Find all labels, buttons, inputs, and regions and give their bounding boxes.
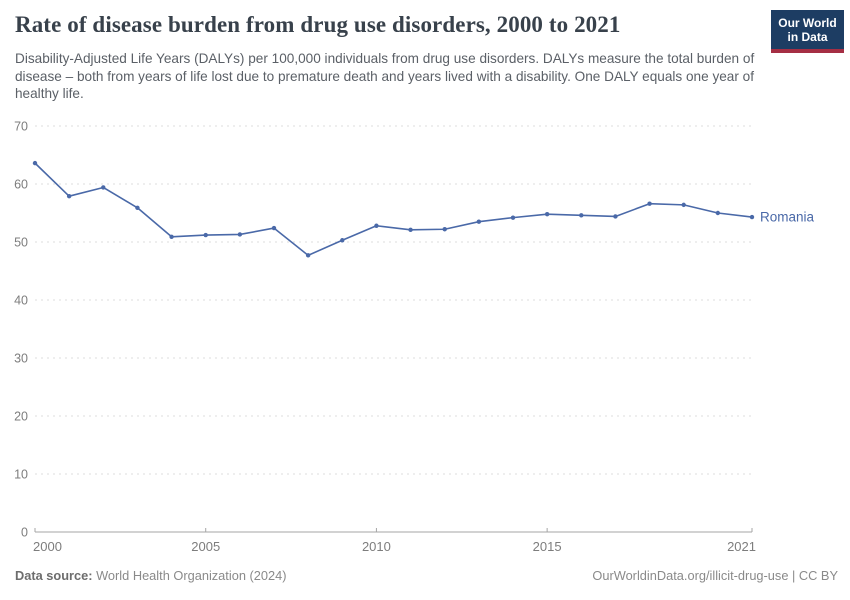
chart-title: Rate of disease burden from drug use dis… <box>15 12 621 37</box>
data-point[interactable] <box>476 219 482 224</box>
data-source-note: Data source: World Health Organization (… <box>15 568 286 583</box>
data-point[interactable] <box>374 223 379 228</box>
x-tick-label: 2021 <box>727 539 756 554</box>
owid-logo[interactable]: Our World in Data <box>771 10 844 53</box>
chart-footer: Data source: World Health Organization (… <box>15 568 838 583</box>
x-tick-label: 2010 <box>362 539 391 554</box>
data-point[interactable] <box>271 225 277 231</box>
data-point[interactable] <box>613 214 618 219</box>
data-point[interactable] <box>681 202 686 208</box>
y-tick-label: 0 <box>21 526 28 540</box>
data-point[interactable] <box>544 211 550 217</box>
x-tick-label: 2015 <box>533 539 562 554</box>
data-point[interactable] <box>715 210 721 216</box>
data-point[interactable] <box>135 205 140 210</box>
data-point[interactable] <box>101 185 106 190</box>
owid-logo-line2: in Data <box>787 30 828 44</box>
data-point[interactable] <box>579 213 584 218</box>
data-point[interactable] <box>66 193 72 199</box>
x-tick-label: 2005 <box>191 539 220 554</box>
data-point[interactable] <box>169 234 174 239</box>
data-point[interactable] <box>749 214 755 220</box>
y-tick-label: 40 <box>14 294 28 308</box>
y-tick-label: 10 <box>14 468 28 482</box>
series-label-romania[interactable]: Romania <box>760 210 815 225</box>
data-point[interactable] <box>237 232 243 237</box>
y-tick-label: 70 <box>14 120 28 134</box>
data-source-value: World Health Organization (2024) <box>92 568 287 583</box>
data-point[interactable] <box>442 227 447 232</box>
y-tick-label: 30 <box>14 352 28 366</box>
data-point[interactable] <box>203 232 208 238</box>
data-point[interactable] <box>510 215 516 220</box>
data-point[interactable] <box>305 253 311 258</box>
line-chart-plot-area[interactable]: 0 10 20 30 40 50 60 70 2000 2005 2010 2015 2021 Roman… <box>0 112 850 564</box>
series-line-romania[interactable] <box>34 162 753 257</box>
data-point[interactable] <box>32 160 38 166</box>
y-tick-label: 60 <box>14 178 28 192</box>
data-source-label: Data source: <box>15 568 93 583</box>
y-tick-label: 50 <box>14 236 28 250</box>
attribution-link[interactable]: OurWorldinData.org/illicit-drug-use | CC… <box>592 568 838 583</box>
data-point[interactable] <box>408 227 413 233</box>
data-point[interactable] <box>647 201 652 206</box>
chart-subtitle: Disability-Adjusted Life Years (DALYs) p… <box>15 51 755 102</box>
data-point[interactable] <box>340 238 345 243</box>
owid-logo-line1: Our World <box>778 16 837 30</box>
y-tick-label: 20 <box>14 410 28 424</box>
x-tick-label: 2000 <box>33 539 62 554</box>
